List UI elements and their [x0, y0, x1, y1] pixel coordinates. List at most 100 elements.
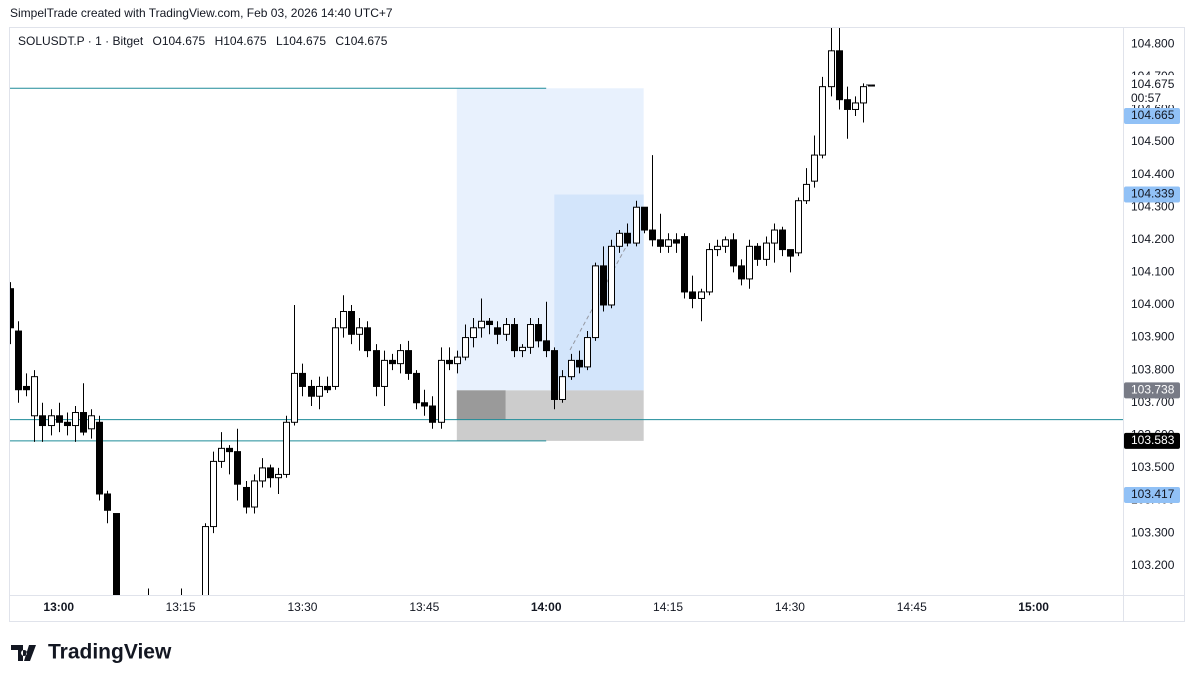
y-tick-label: 104.500: [1131, 134, 1175, 148]
countdown: 00:57: [1131, 91, 1161, 105]
price-label-bg: [1124, 432, 1180, 449]
candle-body: [673, 239, 680, 244]
candle-body: [836, 50, 843, 101]
candle-body: [486, 320, 493, 326]
candle-body: [15, 330, 22, 391]
last-price-bg: [1124, 75, 1184, 106]
candle-body: [381, 359, 388, 387]
candle-body: [519, 346, 526, 352]
candle-body: [706, 249, 713, 293]
x-tick-label: 13:00: [43, 600, 74, 614]
candle-body: [803, 183, 810, 202]
candle-body: [348, 311, 355, 335]
candle-body: [600, 265, 607, 306]
candle-body: [641, 206, 648, 231]
candle-body: [413, 372, 420, 404]
candle-body: [576, 359, 583, 368]
price-label: 103.738: [1131, 383, 1175, 397]
price-label: 104.339: [1131, 187, 1175, 201]
candle-body: [478, 320, 485, 329]
price-label-bg: [1124, 186, 1180, 203]
chart-frame: [9, 27, 1185, 622]
candle-body: [681, 236, 688, 293]
candle-body: [283, 421, 290, 475]
candle-body: [608, 245, 615, 306]
candle-body: [722, 239, 729, 247]
candle-body: [56, 415, 63, 423]
candle-body: [771, 229, 778, 244]
price-label-bg: [1124, 382, 1180, 399]
candle-body: [559, 376, 566, 400]
candle-body: [657, 239, 664, 247]
x-tick-label: 13:15: [166, 600, 196, 614]
y-tick-label: 103.700: [1131, 395, 1175, 409]
y-tick-label: 104.300: [1131, 199, 1175, 213]
candle-body: [234, 451, 241, 485]
candle-body: [828, 50, 835, 88]
y-tick-label: 103.300: [1131, 525, 1175, 539]
candle-body: [503, 324, 510, 335]
candle-body: [96, 421, 103, 495]
candle-body: [860, 86, 867, 104]
candle-body: [104, 493, 111, 511]
candle-body: [462, 337, 469, 358]
candle-body: [218, 447, 225, 462]
candle-body: [340, 311, 347, 329]
candle-body: [308, 385, 315, 397]
y-tick-label: 104.000: [1131, 297, 1175, 311]
price-label: 103.583: [1131, 433, 1175, 447]
ohlc-low: L104.675: [276, 34, 326, 48]
candle-body: [332, 327, 339, 387]
candle-body: [543, 340, 550, 352]
candle-body: [259, 467, 266, 482]
candle-body: [787, 249, 794, 257]
candle-body: [714, 245, 721, 251]
candle-body: [88, 415, 95, 430]
candle-body: [527, 324, 534, 348]
candle-body: [429, 405, 436, 423]
candle-body: [10, 288, 14, 329]
candle-body: [39, 415, 46, 427]
price-label: 103.417: [1131, 487, 1175, 501]
zone: [456, 390, 506, 420]
candle-body: [226, 447, 233, 453]
candle-body: [210, 460, 217, 528]
y-tick-label: 103.900: [1131, 330, 1175, 344]
candle-body: [616, 232, 623, 247]
candle-body: [389, 359, 396, 365]
candle-body: [291, 372, 298, 423]
x-tick-label: 14:00: [531, 600, 562, 614]
candle-body: [746, 245, 753, 280]
candle-body: [113, 513, 120, 595]
y-tick-label: 103.500: [1131, 460, 1175, 474]
candle-body: [511, 324, 518, 352]
y-tick-label: 103.200: [1131, 558, 1175, 572]
candle-body: [584, 337, 591, 368]
symbol: SOLUSDT.P · 1 · Bitget: [18, 34, 144, 48]
candle-body: [373, 350, 380, 387]
candle-body: [844, 99, 851, 110]
candle-body: [454, 356, 461, 365]
candle-body: [275, 473, 282, 479]
candle-body: [23, 385, 30, 391]
candle-body: [738, 265, 745, 280]
candle-body: [243, 486, 250, 508]
candle-body: [64, 421, 71, 427]
x-tick-label: 13:30: [287, 600, 317, 614]
candle-body: [267, 467, 274, 479]
candle-body: [80, 412, 87, 433]
candle-body: [592, 265, 599, 339]
candle-body: [202, 526, 209, 595]
candle-body: [535, 324, 542, 342]
y-tick-label: 104.400: [1131, 167, 1175, 181]
candle-body: [405, 350, 412, 374]
ohlc-close: C104.675: [335, 34, 387, 48]
x-tick-label: 14:15: [653, 600, 683, 614]
candle-body: [494, 327, 501, 335]
symbol-legend: SOLUSDT.P · 1 · Bitget O104.675 H104.675…: [18, 34, 388, 48]
candle-body: [48, 415, 55, 427]
y-tick-label: 104.800: [1131, 36, 1175, 50]
candle-body: [633, 206, 640, 244]
candles: [10, 28, 875, 595]
